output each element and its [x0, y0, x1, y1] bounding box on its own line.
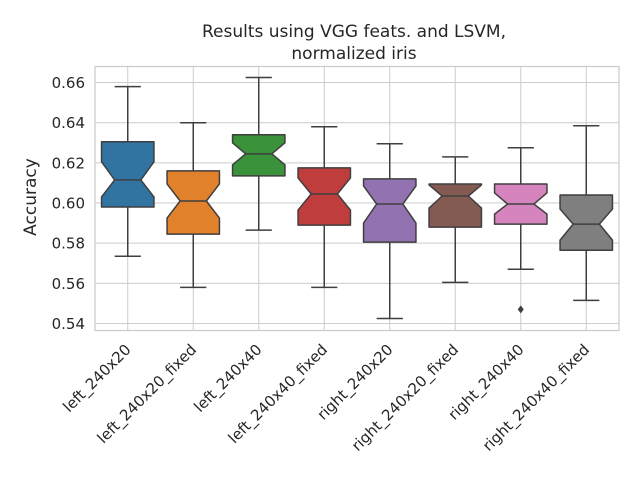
- box-body: [362, 178, 417, 243]
- box-body: [559, 194, 614, 251]
- chart-title: Results using VGG feats. and LSVM,: [202, 22, 506, 42]
- box-left_240x40: [231, 76, 286, 231]
- box-left_240x40_fixed: [297, 125, 352, 289]
- box-body: [231, 134, 286, 177]
- y-tick-label: 0.66: [52, 74, 85, 92]
- y-tick-label: 0.58: [52, 235, 85, 253]
- y-axis-label: Accuracy: [21, 158, 41, 236]
- box-body: [100, 141, 155, 208]
- y-tick-label: 0.62: [52, 154, 85, 172]
- box-right_240x20: [362, 143, 417, 320]
- x-tick-labels: left_240x20left_240x20_fixedleft_240x40l…: [59, 341, 593, 456]
- box-body: [428, 183, 483, 228]
- y-tick-labels: 0.54 0.56 0.58 0.60 0.62 0.64 0.66: [52, 74, 85, 333]
- x-tick-label: right_240x20_fixed: [348, 341, 463, 456]
- plot-frame: [94, 65, 620, 332]
- box-body: [297, 167, 352, 226]
- boxes: [100, 76, 614, 320]
- y-tick-label: 0.54: [52, 315, 85, 333]
- y-tick-label: 0.56: [52, 275, 85, 293]
- outlier-point: [517, 305, 524, 314]
- box-right_240x40: [493, 147, 548, 314]
- box-left_240x20_fixed: [166, 121, 221, 289]
- box-right_240x20_fixed: [428, 156, 483, 284]
- box-right_240x40_fixed: [559, 124, 614, 302]
- y-tick-label: 0.60: [52, 195, 85, 213]
- box-left_240x20: [100, 85, 155, 257]
- chart-subtitle: normalized iris: [291, 44, 416, 64]
- x-tick-label: right_240x40_fixed: [479, 341, 594, 456]
- box-body: [166, 170, 221, 235]
- y-tick-label: 0.64: [52, 114, 85, 132]
